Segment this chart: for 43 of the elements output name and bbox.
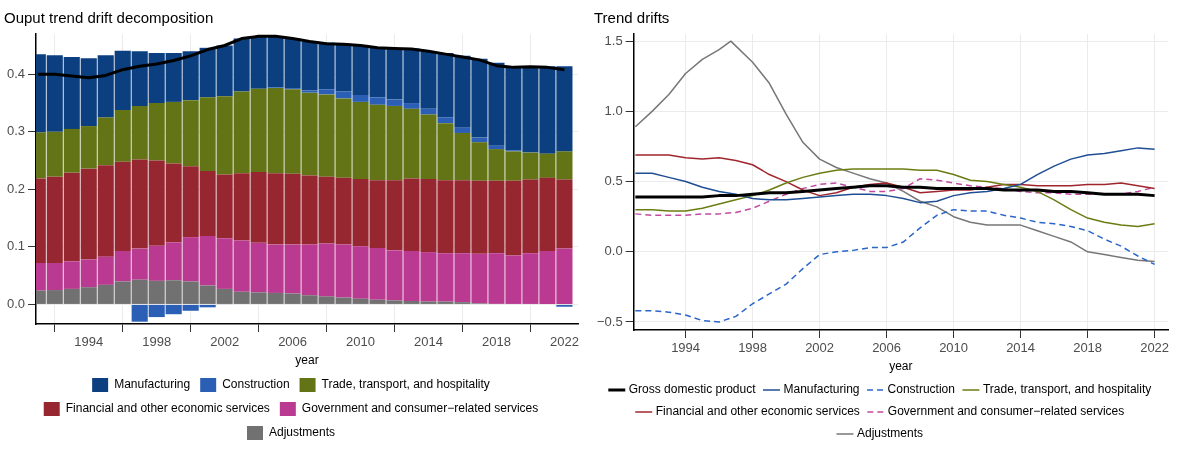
y-tick-label: 0.5 [604,173,623,189]
x-axis-title: year [889,359,913,374]
x-tick-label: 2002 [805,340,835,356]
x-tick-label: 2014 [414,334,443,350]
x-tick-label: 2018 [481,334,511,350]
legend-label: Manufacturing [783,382,860,397]
legend-label: Financial and other economic services [655,404,860,419]
y-tick-label: 0.2 [6,180,26,196]
x-tick-label: 2022 [549,334,579,350]
legend-label: Government and consumer−related services [301,401,539,416]
legend-label: Trade, transport, and hospitality [321,377,490,392]
x-tick-label: 2006 [872,340,902,356]
legend-label: Government and consumer−related services [887,404,1125,419]
x-tick-label: 2018 [1073,340,1103,356]
x-tick-label: 2006 [278,334,308,350]
chart-title: Ouput trend drift decomposition [4,9,214,27]
chart-title: Trend drifts [594,9,670,27]
x-tick-label: 2022 [1140,340,1170,356]
x-axis-title: year [295,353,319,368]
y-tick-label: 0.3 [6,123,26,139]
x-tick-label: 2014 [1006,340,1036,356]
y-tick-label: 0.1 [6,238,26,254]
x-tick-label: 2010 [346,334,376,350]
y-tick-label: 0.4 [6,65,26,81]
legend-label: Construction [222,377,290,392]
legend-label: Adjustments [268,425,336,440]
legend-label: Manufacturing [114,377,191,392]
x-tick-label: 2010 [939,340,969,356]
legend-label: Trade, transport, and hospitality [982,382,1152,397]
x-tick-label: 1994 [74,334,104,350]
y-tick-label: −0.5 [596,313,623,329]
legend-label: Gross domestic product [628,382,757,397]
y-tick-label: 0.0 [6,296,26,312]
y-tick-label: 0.0 [604,243,623,259]
legend-label: Financial and other economic services [65,401,270,416]
y-tick-label: 1.0 [604,102,623,118]
legend-label: Adjustments [856,426,924,441]
x-tick-label: 2002 [210,334,240,350]
legend-label: Construction [887,382,955,397]
x-tick-label: 1998 [142,334,172,350]
y-tick-label: 1.5 [604,32,623,48]
x-tick-label: 1998 [738,340,768,356]
x-tick-label: 1994 [671,340,701,356]
